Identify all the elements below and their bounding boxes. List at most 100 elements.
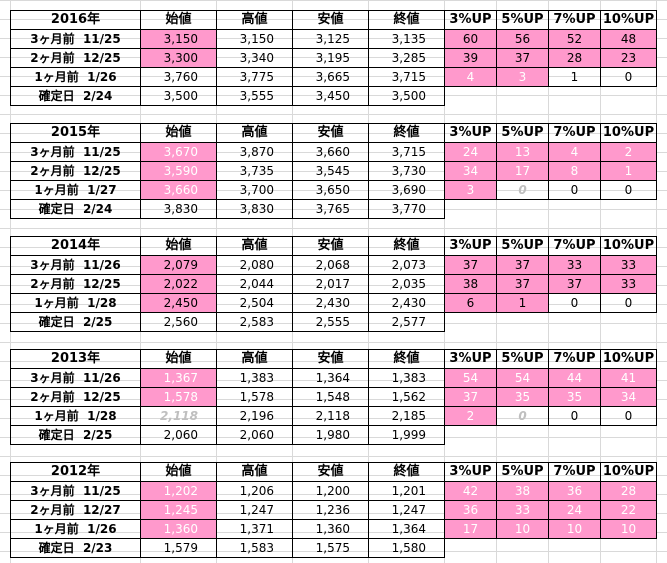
cell-high: 1,247 (216, 500, 293, 520)
row-label: 2ヶ月前 12/27 (10, 500, 141, 520)
row-label: 2ヶ月前 12/25 (10, 48, 141, 68)
cell-up3: 4 (444, 67, 497, 87)
cell-up3: 17 (444, 519, 497, 539)
cell-up3: 37 (444, 387, 497, 407)
table-row: 3ヶ月前 11/25 1,202 1,206 1,200 1,201 42 38 36 28 (10, 481, 657, 501)
header-row: 2012年 始値 高値 安値 終値 3%UP 5%UP 7%UP 10%UP (10, 462, 657, 482)
stock-table: 2016年 始値 高値 安値 終値 3%UP 5%UP 7%UP 10%UP 3ヶ月前 11/25… (10, 10, 657, 106)
col-header-close: 終値 (368, 10, 445, 30)
row-label: 確定日 2/25 (10, 312, 141, 332)
row-label: 確定日 2/24 (10, 86, 141, 106)
cell-up3: 42 (444, 481, 497, 501)
cell-open: 2,560 (140, 312, 217, 332)
stock-table: 2014年 始値 高値 安値 終値 3%UP 5%UP 7%UP 10%UP 3ヶ月前 11/26… (10, 236, 657, 332)
cell-close: 2,035 (368, 274, 445, 294)
table-row: 1ヶ月前 1/28 2,118 2,196 2,118 2,185 2 0 0 0 (10, 406, 657, 426)
table-row: 3ヶ月前 11/25 3,670 3,870 3,660 3,715 24 13 4 2 (10, 142, 657, 162)
col-header-low: 安値 (292, 123, 369, 143)
cell-up5: 1 (496, 293, 549, 313)
row-label: 3ヶ月前 11/26 (10, 255, 141, 275)
cell-up3: 34 (444, 161, 497, 181)
stock-table: 2012年 始値 高値 安値 終値 3%UP 5%UP 7%UP 10%UP 3ヶ月前 11/25… (10, 462, 657, 558)
col-header-up3: 3%UP (444, 349, 497, 369)
row-label: 3ヶ月前 11/26 (10, 368, 141, 388)
col-header-up5: 5%UP (496, 462, 549, 482)
empty-cell (497, 313, 549, 332)
cell-up10: 22 (600, 500, 657, 520)
cell-up3: 3 (444, 180, 497, 200)
row-label: 3ヶ月前 11/25 (10, 142, 141, 162)
cell-close: 3,730 (368, 161, 445, 181)
cell-up3: 54 (444, 368, 497, 388)
row-label: 3ヶ月前 11/25 (10, 29, 141, 49)
header-row: 2015年 始値 高値 安値 終値 3%UP 5%UP 7%UP 10%UP (10, 123, 657, 143)
cell-open: 3,150 (140, 29, 217, 49)
year-block-3: 2013年 始値 高値 安値 終値 3%UP 5%UP 7%UP 10%UP 3ヶ月前 11/26… (10, 349, 657, 445)
cell-up10: 34 (600, 387, 657, 407)
empty-cell (549, 426, 601, 445)
cell-high: 2,504 (216, 293, 293, 313)
col-header-close: 終値 (368, 349, 445, 369)
row-label: 確定日 2/25 (10, 425, 141, 445)
cell-up5: 0 (496, 180, 549, 200)
table-row: 確定日 2/23 1,579 1,583 1,575 1,580 (10, 538, 657, 558)
col-header-up7: 7%UP (548, 10, 601, 30)
cell-high: 1,383 (216, 368, 293, 388)
cell-low: 1,364 (292, 368, 369, 388)
cell-up5: 3 (496, 67, 549, 87)
empty-cell (601, 426, 657, 445)
col-header-high: 高値 (216, 123, 293, 143)
cell-up10: 0 (600, 67, 657, 87)
cell-open: 3,670 (140, 142, 217, 162)
col-header-high: 高値 (216, 10, 293, 30)
cell-low: 1,236 (292, 500, 369, 520)
cell-close: 2,430 (368, 293, 445, 313)
col-header-up7: 7%UP (548, 236, 601, 256)
cell-high: 1,578 (216, 387, 293, 407)
col-header-up3: 3%UP (444, 10, 497, 30)
cell-open: 1,202 (140, 481, 217, 501)
row-label: 確定日 2/23 (10, 538, 141, 558)
cell-up10: 41 (600, 368, 657, 388)
col-header-up10: 10%UP (600, 462, 657, 482)
cell-close: 1,580 (368, 538, 445, 558)
col-header-open: 始値 (140, 349, 217, 369)
col-header-up3: 3%UP (444, 462, 497, 482)
cell-close: 2,185 (368, 406, 445, 426)
cell-up7: 33 (548, 255, 601, 275)
cell-open: 1,360 (140, 519, 217, 539)
cell-low: 3,195 (292, 48, 369, 68)
col-header-open: 始値 (140, 236, 217, 256)
year-label: 2016年 (10, 10, 141, 30)
empty-cell (549, 200, 601, 219)
header-row: 2014年 始値 高値 安値 終値 3%UP 5%UP 7%UP 10%UP (10, 236, 657, 256)
cell-close: 1,562 (368, 387, 445, 407)
cell-open: 1,579 (140, 538, 217, 558)
stock-table: 2013年 始値 高値 安値 終値 3%UP 5%UP 7%UP 10%UP 3ヶ月前 11/26… (10, 349, 657, 445)
cell-up10: 28 (600, 481, 657, 501)
cell-up5: 37 (496, 255, 549, 275)
cell-close: 1,201 (368, 481, 445, 501)
cell-up7: 28 (548, 48, 601, 68)
row-label: 1ヶ月前 1/26 (10, 67, 141, 87)
year-label: 2015年 (10, 123, 141, 143)
empty-cell (549, 313, 601, 332)
cell-high: 3,735 (216, 161, 293, 181)
cell-up7: 8 (548, 161, 601, 181)
cell-up10: 48 (600, 29, 657, 49)
table-row: 1ヶ月前 1/26 3,760 3,775 3,665 3,715 4 3 1 0 (10, 67, 657, 87)
cell-close: 1,364 (368, 519, 445, 539)
col-header-open: 始値 (140, 10, 217, 30)
header-row: 2016年 始値 高値 安値 終値 3%UP 5%UP 7%UP 10%UP (10, 10, 657, 30)
cell-up7: 35 (548, 387, 601, 407)
cell-up5: 35 (496, 387, 549, 407)
empty-cell (601, 200, 657, 219)
row-label: 2ヶ月前 12/25 (10, 274, 141, 294)
col-header-low: 安値 (292, 462, 369, 482)
cell-high: 1,371 (216, 519, 293, 539)
cell-close: 2,577 (368, 312, 445, 332)
cell-close: 3,770 (368, 199, 445, 219)
year-label: 2013年 (10, 349, 141, 369)
cell-up7: 37 (548, 274, 601, 294)
col-header-up10: 10%UP (600, 236, 657, 256)
